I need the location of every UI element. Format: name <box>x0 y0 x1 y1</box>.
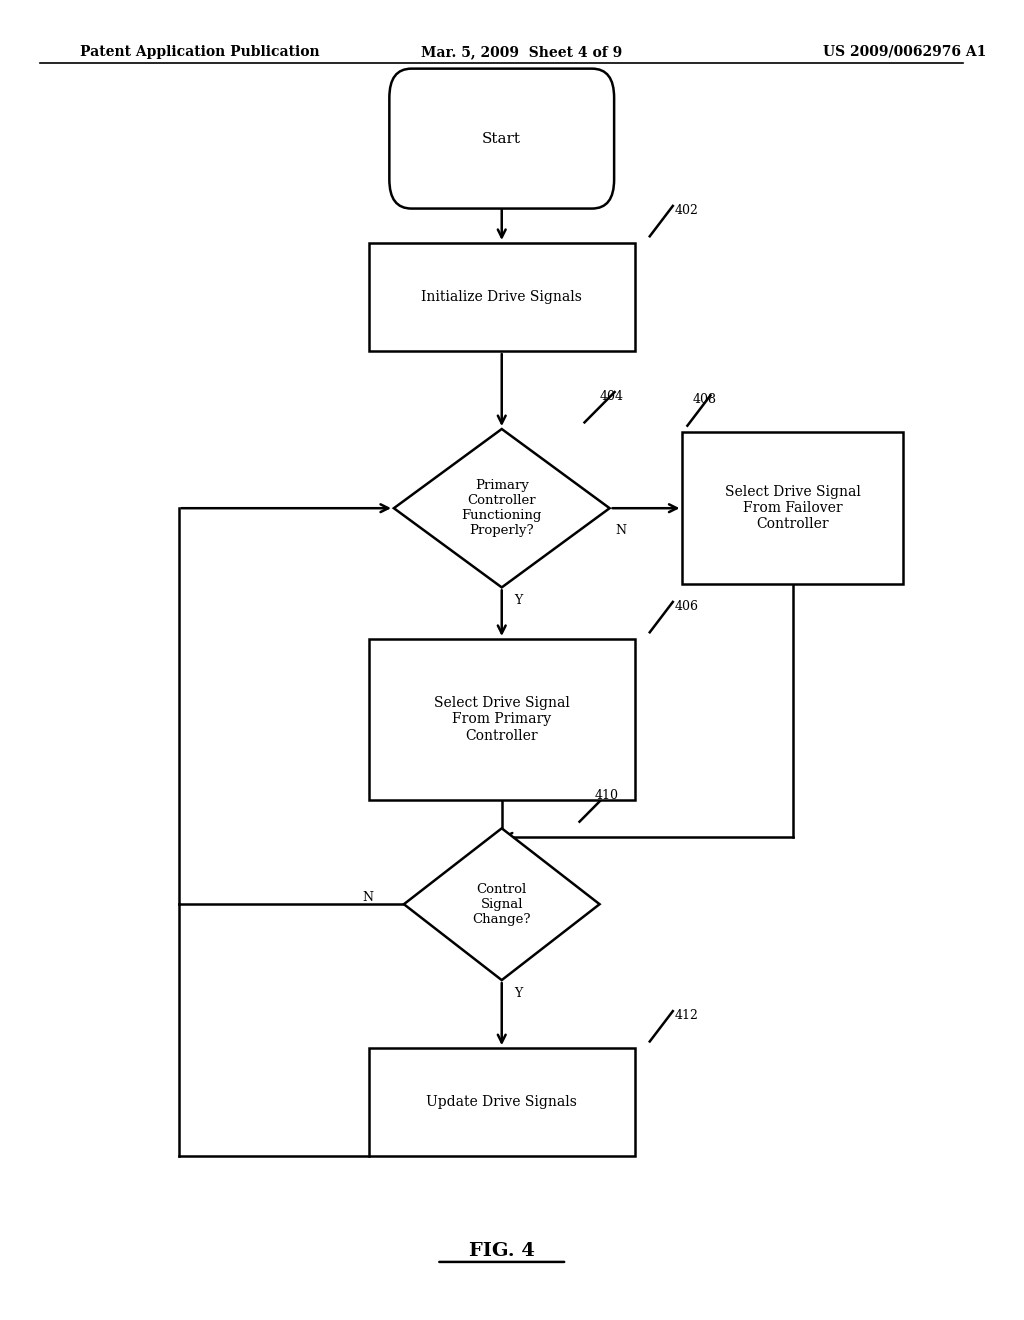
Text: 408: 408 <box>692 393 717 407</box>
Text: Mar. 5, 2009  Sheet 4 of 9: Mar. 5, 2009 Sheet 4 of 9 <box>422 45 623 59</box>
FancyBboxPatch shape <box>369 1048 635 1156</box>
Text: N: N <box>362 891 374 904</box>
Text: 406: 406 <box>675 599 698 612</box>
Text: 402: 402 <box>675 203 698 216</box>
Text: 404: 404 <box>600 389 624 403</box>
Text: Primary
Controller
Functioning
Properly?: Primary Controller Functioning Properly? <box>462 479 542 537</box>
Polygon shape <box>403 829 600 979</box>
Polygon shape <box>394 429 609 587</box>
FancyBboxPatch shape <box>389 69 614 209</box>
Text: 412: 412 <box>675 1008 698 1022</box>
Text: Control
Signal
Change?: Control Signal Change? <box>472 883 531 925</box>
Text: Update Drive Signals: Update Drive Signals <box>426 1096 578 1109</box>
Text: Start: Start <box>482 132 521 145</box>
Text: Y: Y <box>514 987 522 999</box>
Text: 410: 410 <box>595 789 618 803</box>
FancyBboxPatch shape <box>369 639 635 800</box>
Text: FIG. 4: FIG. 4 <box>469 1242 535 1261</box>
FancyBboxPatch shape <box>369 243 635 351</box>
Text: US 2009/0062976 A1: US 2009/0062976 A1 <box>823 45 986 59</box>
FancyBboxPatch shape <box>682 433 903 583</box>
Text: Select Drive Signal
From Primary
Controller: Select Drive Signal From Primary Control… <box>434 696 569 743</box>
Text: Initialize Drive Signals: Initialize Drive Signals <box>421 290 583 304</box>
Text: Select Drive Signal
From Failover
Controller: Select Drive Signal From Failover Contro… <box>725 484 861 532</box>
Text: N: N <box>615 524 627 537</box>
Text: Y: Y <box>514 594 522 607</box>
Text: Patent Application Publication: Patent Application Publication <box>80 45 319 59</box>
